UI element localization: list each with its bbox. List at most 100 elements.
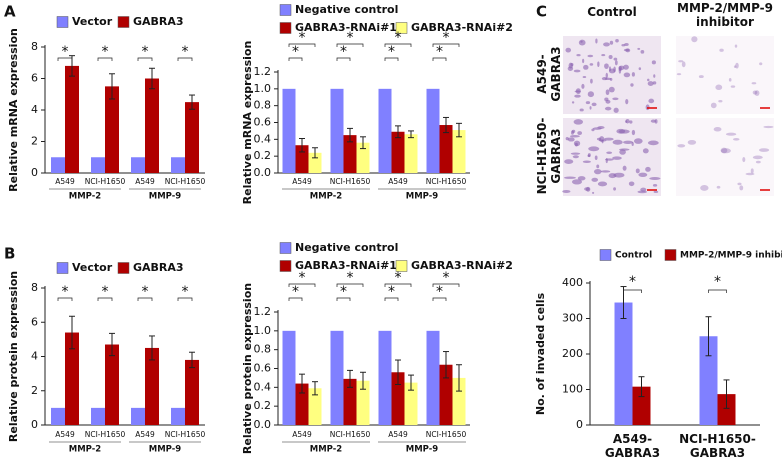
cell <box>625 98 629 105</box>
x-tick-label: NCI-H1650 <box>426 430 467 439</box>
micrograph <box>563 36 661 114</box>
legend-swatch <box>117 262 130 274</box>
y-tick-label: 8 <box>31 281 38 294</box>
x-tick-label: A549 <box>292 430 312 439</box>
significance-bracket <box>336 297 351 301</box>
bar <box>308 388 322 425</box>
x-tick-label: NCI-H1650 <box>85 177 126 186</box>
bar <box>295 383 309 425</box>
cell <box>758 148 770 152</box>
cell <box>633 138 643 144</box>
bar <box>717 394 736 425</box>
legend-label: GABRA3-RNAi#2 <box>411 21 513 34</box>
cell <box>592 191 595 194</box>
significance-mark: * <box>62 284 69 300</box>
significance-bracket <box>57 57 73 61</box>
x-tick-label: A549 <box>292 177 312 186</box>
significance-mark: * <box>395 30 402 46</box>
legend-label: MMP-2/MMP-9 inhibitor <box>680 251 782 261</box>
bar <box>614 302 633 425</box>
cell <box>653 190 659 193</box>
cell <box>608 68 616 74</box>
cell <box>589 63 594 66</box>
error-bar <box>723 379 730 409</box>
legend-label: GABRA3 <box>133 15 184 28</box>
significance-bracket <box>177 57 193 61</box>
y-tick-label: 0.0 <box>254 166 272 179</box>
y-tick-label: 0.4 <box>254 380 272 393</box>
significance-mark: * <box>142 44 149 60</box>
significance-bracket <box>137 297 153 301</box>
bar <box>282 88 296 173</box>
significance-mark: * <box>443 30 450 46</box>
cell <box>591 177 599 182</box>
cell <box>603 42 610 47</box>
y-tick-label: 0.0 <box>254 418 272 431</box>
significance-mark: * <box>347 30 354 46</box>
cell <box>572 155 579 159</box>
cell <box>648 98 655 104</box>
significance-bracket <box>623 289 642 293</box>
y-tick-label: 4 <box>31 103 38 116</box>
bar <box>105 86 119 173</box>
cell <box>716 185 721 189</box>
cell <box>570 152 581 155</box>
group-label: MMP-2 <box>69 445 102 455</box>
cell <box>577 131 583 136</box>
y-tick-label: 0.2 <box>254 149 272 162</box>
row-header: NCI-H1650-GABRA3 <box>535 117 563 195</box>
cell <box>574 94 581 98</box>
significance-bracket <box>432 57 447 61</box>
cell <box>582 58 585 64</box>
error-bar <box>149 67 155 90</box>
cell <box>649 177 661 180</box>
legend-label: Negative control <box>295 241 398 254</box>
cell <box>612 139 623 145</box>
significance-bracket <box>336 57 351 61</box>
bar <box>356 142 370 173</box>
cell <box>569 135 580 138</box>
cell <box>573 140 581 147</box>
legend-label: Vector <box>72 261 113 274</box>
cell <box>585 101 591 105</box>
column-header: MMP-2/MMP-9 inhibitor <box>677 1 773 29</box>
bar <box>356 380 370 425</box>
cell <box>618 129 630 134</box>
cell <box>642 148 649 154</box>
x-tick-label: NCI-H1650 <box>85 430 126 439</box>
bar <box>295 145 309 173</box>
cell <box>623 140 633 144</box>
bar <box>404 382 418 425</box>
cell <box>613 57 618 61</box>
x-tick-label: NCI-H1650 <box>330 430 371 439</box>
error-bar <box>456 122 462 138</box>
cell <box>577 176 586 181</box>
bar <box>426 88 440 173</box>
error-bar <box>347 127 353 143</box>
significance-mark: * <box>292 284 299 300</box>
bar <box>282 330 296 425</box>
significance-mark: * <box>395 270 402 286</box>
bar <box>632 386 651 425</box>
significance-bracket <box>384 43 412 47</box>
cell <box>651 60 656 65</box>
cell <box>565 47 572 53</box>
cell <box>752 90 758 95</box>
y-tick-label: 2 <box>31 384 38 397</box>
cell <box>578 39 586 46</box>
legend-swatch <box>664 249 677 261</box>
bar <box>51 157 65 173</box>
cell <box>638 172 648 177</box>
x-tick-label: NCI-H1650 <box>165 177 206 186</box>
y-tick-label: 4 <box>31 350 38 363</box>
cell <box>737 182 742 186</box>
cell <box>715 84 723 91</box>
cell <box>640 187 647 192</box>
cell <box>742 157 746 163</box>
cell <box>568 62 573 69</box>
cell <box>654 119 658 124</box>
cell <box>645 166 651 172</box>
significance-mark: * <box>102 44 109 60</box>
y-tick-label: 0 <box>576 418 583 431</box>
bar <box>452 130 466 173</box>
